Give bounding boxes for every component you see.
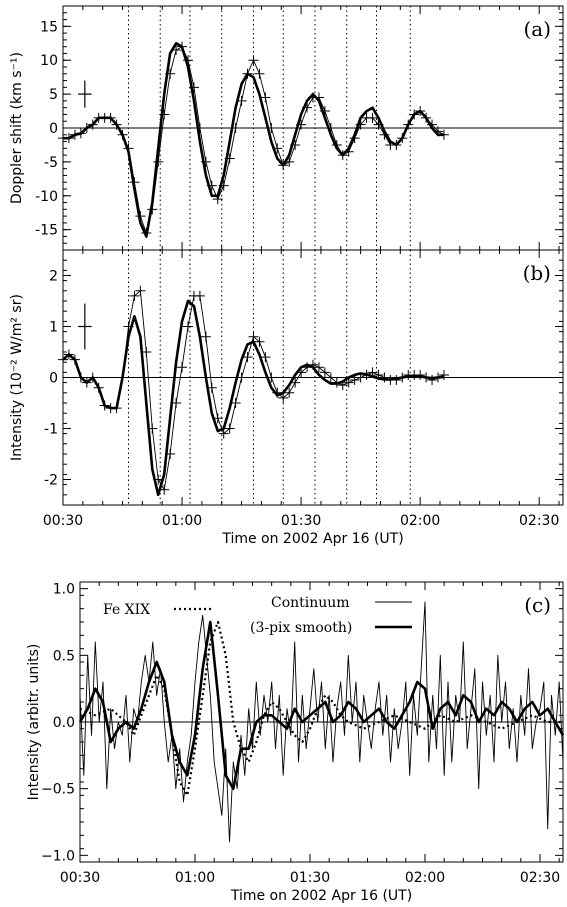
data-point <box>183 321 193 332</box>
data-point <box>313 362 324 373</box>
data-point <box>284 387 295 398</box>
data-point <box>254 336 265 347</box>
panel-label: (b) <box>523 261 551 285</box>
data-point <box>254 68 265 79</box>
y-tick-label: 15 <box>40 19 58 35</box>
x-tick-label: 01:30 <box>290 870 330 886</box>
data-point <box>343 377 354 388</box>
y-tick-label: 1 <box>49 320 58 336</box>
data-point <box>319 367 330 378</box>
y-tick-label: 10 <box>40 53 58 69</box>
data-point <box>242 352 253 363</box>
x-tick-label: 01:00 <box>175 870 215 886</box>
panel-label: (a) <box>523 17 551 41</box>
y-tick-label: 2 <box>49 269 58 285</box>
x-axis-label: Time on 2002 Apr 16 (UT) <box>221 531 403 547</box>
data-point <box>278 392 289 403</box>
data-point <box>367 112 378 123</box>
x-tick-label: 00:30 <box>43 513 83 529</box>
y-tick-label: 0 <box>49 371 58 387</box>
x-tick-label: 01:30 <box>281 513 321 529</box>
x-tick-label: 02:30 <box>519 513 559 529</box>
panel-a: -15 -10 -5 0 5 10 15 Doppler shift (km s⁻¹) (a) <box>9 5 564 251</box>
y-tick-label: 0.5 <box>53 648 75 664</box>
y-tick-label: 5 <box>49 87 58 103</box>
data-point <box>349 375 360 386</box>
data-point <box>200 331 211 342</box>
y-axis-label: Doppler shift (km s⁻¹) <box>9 52 25 204</box>
legend: Fe XIX Continuum (3-pix smooth) <box>103 595 412 636</box>
data-point <box>129 290 140 301</box>
data-point <box>194 290 205 301</box>
data-point <box>325 372 336 383</box>
y-tick-label: -5 <box>44 155 58 171</box>
y-tick-label: -10 <box>35 189 58 205</box>
data-point <box>248 55 259 66</box>
legend-continuum-label: Continuum <box>271 595 350 611</box>
data-point <box>230 398 241 408</box>
panel-label: (c) <box>524 593 551 617</box>
legend-smooth-label: (3-pix smooth) <box>250 620 352 636</box>
series-line-2 <box>78 620 565 791</box>
y-axis-label: Intensity (10⁻² W/m² sr) <box>9 294 25 461</box>
series-line-1 <box>62 299 445 497</box>
series-line-1 <box>63 41 444 238</box>
legend-fe-label: Fe XIX <box>103 602 150 618</box>
x-tick-label: 02:00 <box>400 513 440 529</box>
data-point <box>248 331 259 342</box>
y-axis-label: Intensity (arbitr. units) <box>26 644 42 801</box>
y-tick-label: −0.5 <box>41 782 75 798</box>
data-point <box>224 423 235 434</box>
y-tick-label: -1 <box>44 422 58 438</box>
data-point <box>260 352 271 363</box>
x-tick-label: 01:00 <box>162 513 202 529</box>
panel-c: −1.0 −0.5 0.0 0.5 1.0 00:30 01:00 01:30 02:00 02:… <box>26 581 565 904</box>
error-bar <box>78 303 92 350</box>
data-point <box>379 372 390 383</box>
y-tick-label: 0.0 <box>53 715 75 731</box>
x-tick-label: 02:30 <box>520 870 560 886</box>
y-tick-label: −1.0 <box>41 848 75 864</box>
data-point <box>135 285 146 296</box>
y-tick-label: 0 <box>49 121 58 137</box>
y-tick-label: -15 <box>35 223 58 239</box>
x-tick-label: 02:00 <box>405 870 445 886</box>
y-tick-label: -2 <box>44 473 58 489</box>
x-tick-label: 00:30 <box>60 870 100 886</box>
y-tick-label: 1.0 <box>53 582 75 598</box>
panel-b: -2 -1 0 1 2 00:30 01:00 01:30 02:00 02:30 Intensit… <box>9 249 564 547</box>
data-point <box>58 354 68 365</box>
data-point <box>218 428 229 439</box>
data-point <box>177 362 188 373</box>
error-bar <box>78 80 92 108</box>
data-point <box>260 92 271 103</box>
x-axis-label: Time on 2002 Apr 16 (UT) <box>230 888 412 904</box>
data-point <box>194 123 205 133</box>
